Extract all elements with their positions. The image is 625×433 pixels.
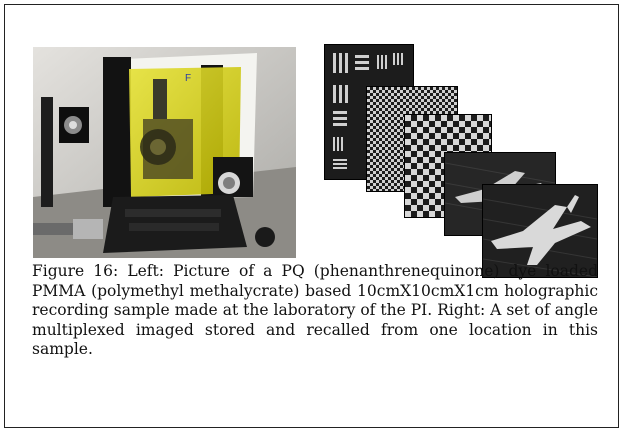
- jet-aircraft-image-2: [483, 185, 597, 277]
- figure-frame: F: [4, 4, 619, 428]
- holographic-sample-photo: F: [33, 47, 296, 258]
- svg-text:F: F: [185, 73, 191, 84]
- angle-multiplexed-images: [325, 45, 605, 280]
- figure-caption: Figure 16: Left: Picture of a PQ (phenan…: [32, 262, 598, 358]
